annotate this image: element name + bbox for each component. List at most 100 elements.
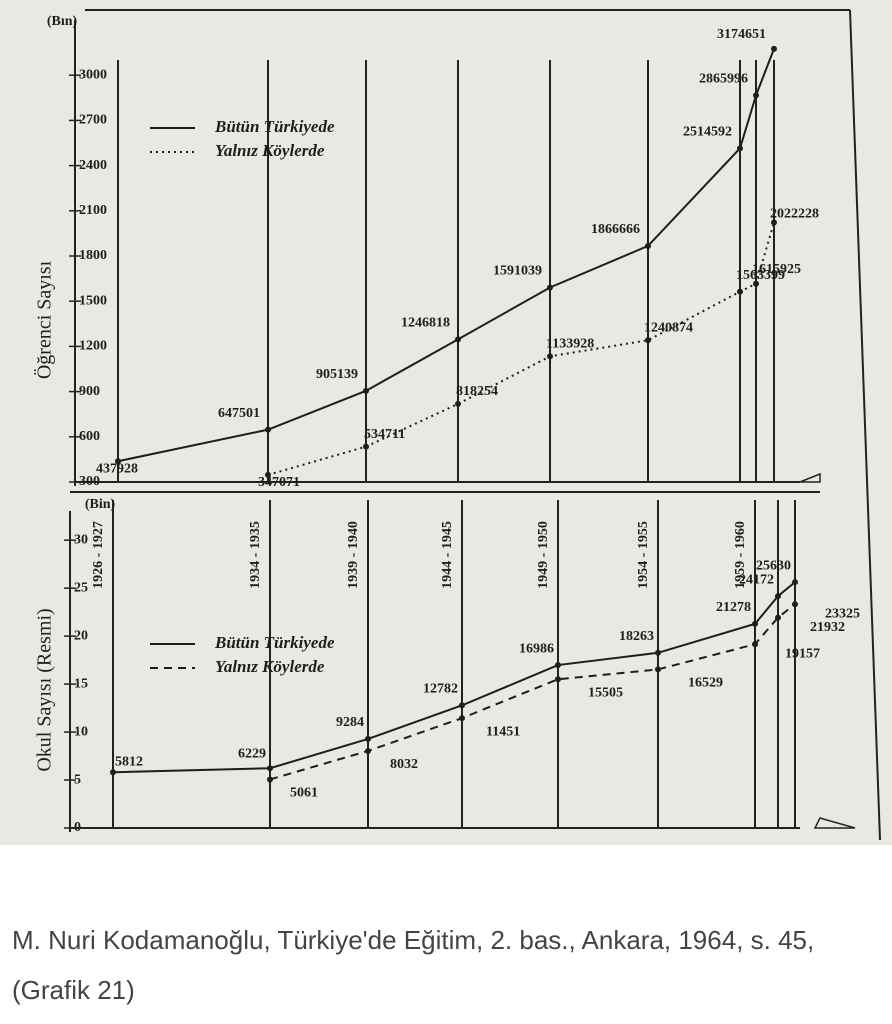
value-label: 9284 [336, 715, 364, 730]
value-label: 818254 [456, 384, 498, 399]
point [753, 280, 759, 287]
y-unit: (Bin) [85, 497, 116, 512]
value-label: 12782 [423, 682, 458, 697]
value-label: 16529 [688, 676, 723, 691]
point [455, 400, 461, 407]
value-label: 11451 [486, 724, 520, 739]
y-unit: (Bın) [47, 14, 78, 29]
value-label: 1563399 [736, 268, 785, 283]
y-tick-label: 1200 [79, 339, 107, 354]
legend-label: Yalnız Köylerde [215, 141, 325, 160]
point [737, 145, 743, 152]
value-label: 21932 [810, 620, 845, 635]
value-label: 6229 [238, 746, 266, 761]
paper [0, 0, 892, 845]
value-label: 1615925 [752, 262, 801, 277]
y-tick-label: 900 [79, 384, 100, 399]
point [753, 92, 759, 99]
series-line [269, 603, 796, 781]
value-label: 16986 [519, 641, 554, 656]
point [775, 614, 781, 621]
value-label: 647501 [218, 406, 260, 421]
point [792, 601, 798, 608]
point [363, 387, 369, 394]
point [547, 284, 553, 291]
value-label: 1240874 [644, 320, 693, 335]
value-label: 534711 [364, 427, 405, 442]
point [459, 702, 465, 709]
point [655, 649, 661, 656]
value-label: 905139 [316, 367, 358, 382]
y-tick-label: 2400 [79, 158, 107, 173]
y-tick-label: 1500 [79, 293, 107, 308]
point [645, 242, 651, 249]
y-tick-label: 2700 [79, 113, 107, 128]
y-tick-label: 5 [74, 772, 81, 787]
x-tick-label: 1954 - 1955 [636, 521, 651, 589]
y-tick-label: 15 [74, 676, 88, 691]
point [363, 443, 369, 450]
point [655, 666, 661, 673]
x-tick-label: 1949 - 1950 [536, 521, 551, 589]
point [265, 471, 271, 478]
point [547, 353, 553, 360]
point [792, 579, 798, 586]
y-tick-label: 1800 [79, 248, 107, 263]
axis-arrow [813, 817, 856, 829]
axis-arrow [799, 472, 821, 483]
caption: M. Nuri Kodamanoğlu, Türkiye'de Eğitim, … [12, 925, 815, 1005]
value-label: 8032 [390, 757, 418, 772]
value-label: 2865996 [699, 72, 748, 87]
x-tick-label: 1934 - 1935 [248, 521, 263, 589]
point [771, 45, 777, 52]
value-label: 2022228 [770, 207, 819, 222]
value-label: 21278 [716, 600, 751, 615]
x-tick-label: 1939 - 1940 [346, 521, 361, 589]
y-tick-label: 3000 [79, 67, 107, 82]
value-label: 3174651 [717, 27, 766, 42]
value-label: 25630 [756, 558, 791, 573]
point [265, 426, 271, 433]
value-label: 1866666 [591, 222, 640, 237]
point [110, 769, 116, 776]
point [775, 593, 781, 600]
point [365, 747, 371, 754]
x-tick-label: 1944 - 1945 [440, 521, 455, 589]
value-label: 347071 [258, 475, 300, 490]
chart: (Bın)Öğrenci Sayısı300600900120015001800… [0, 0, 892, 845]
y-tick-label: 30 [74, 532, 88, 547]
point [365, 735, 371, 742]
point [752, 620, 758, 627]
value-label: 2514592 [683, 125, 732, 140]
value-label: 437928 [96, 461, 138, 476]
y-tick-label: 10 [74, 724, 88, 739]
point [737, 288, 743, 295]
y-tick-label: 300 [79, 474, 100, 489]
legend-label: Bütün Türkiyede [214, 633, 335, 652]
value-label: 23325 [825, 606, 860, 621]
value-label: 1246818 [401, 316, 450, 331]
y-tick-label: 600 [79, 429, 100, 444]
x-tick-label: 1926 - 1927 [91, 521, 106, 589]
y-tick-label: 25 [74, 580, 88, 595]
y-axis-title: Okul Sayısı (Resmi) [34, 608, 56, 771]
point [455, 336, 461, 343]
y-axis-title: Öğrenci Sayısı [33, 260, 56, 379]
point [267, 776, 273, 783]
x-tick-label: 1959 - 1960 [733, 521, 748, 589]
point [115, 458, 121, 465]
value-label: 18263 [619, 629, 654, 644]
value-label: 24172 [739, 572, 774, 587]
point [555, 676, 561, 683]
legend-label: Bütün Türkiyede [214, 117, 335, 136]
value-label: 5812 [115, 754, 143, 769]
point [752, 641, 758, 648]
point [267, 765, 273, 772]
value-label: 15505 [588, 685, 623, 700]
point [645, 337, 651, 344]
y-tick-label: 0 [74, 820, 81, 835]
point [771, 219, 777, 226]
value-label: 5061 [290, 786, 318, 801]
y-tick-label: 20 [74, 628, 88, 643]
